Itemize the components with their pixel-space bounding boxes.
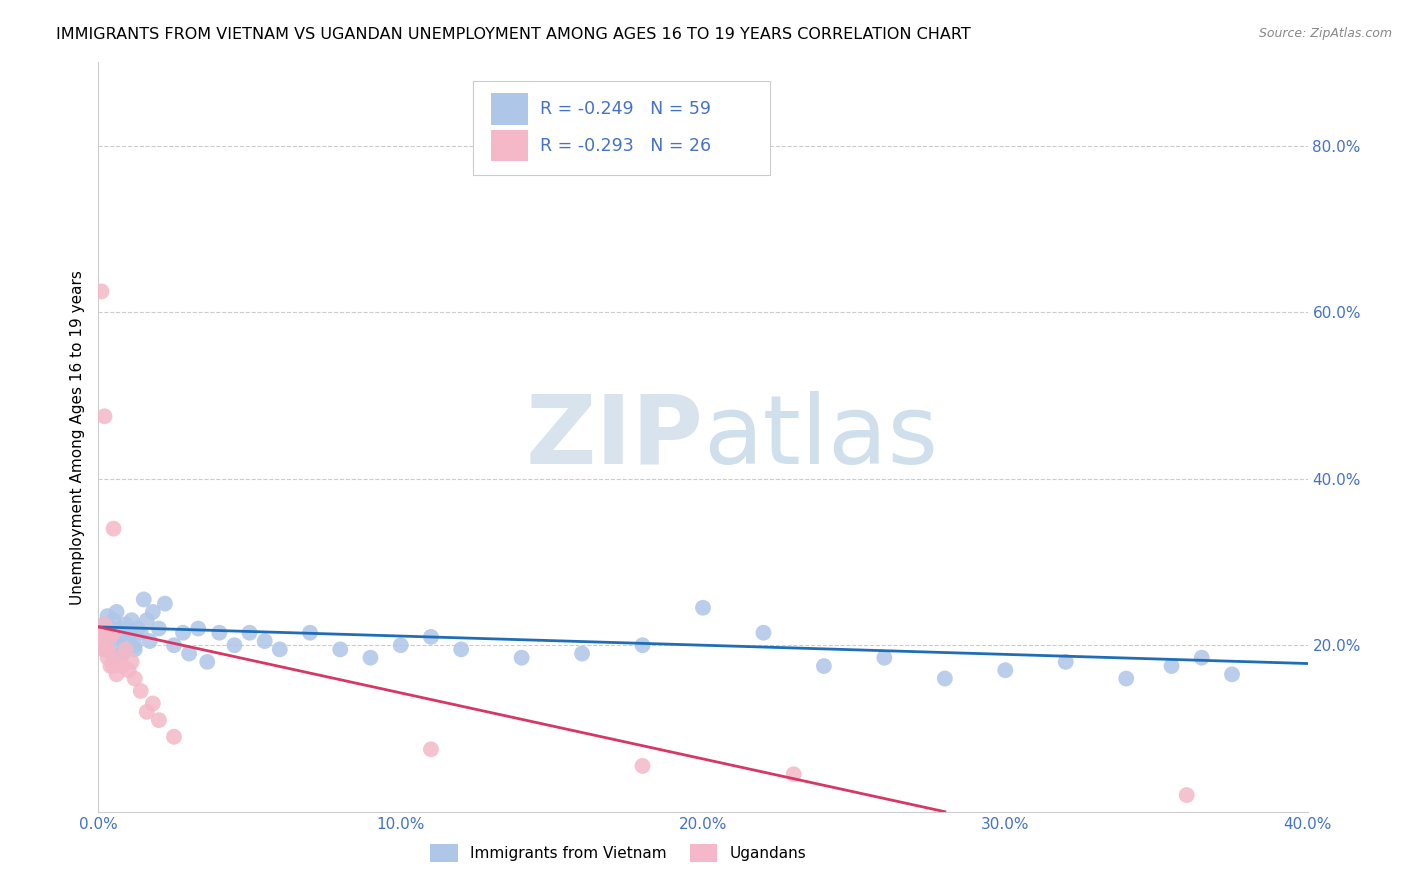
Point (111, 647, 134, 661)
Point (124, 642, 146, 657)
Point (450, 642, 472, 657)
Point (96, 642, 118, 657)
Point (103, 522, 125, 536)
Point (103, 650, 125, 665)
Point (172, 625, 194, 640)
Point (100, 630, 122, 644)
Text: IMMIGRANTS FROM VIETNAM VS UGANDAN UNEMPLOYMENT AMONG AGES 16 TO 19 YEARS CORREL: IMMIGRANTS FROM VIETNAM VS UGANDAN UNEMP… (56, 27, 972, 42)
Point (93, 617, 115, 632)
Point (96, 634, 118, 648)
Text: ZIP: ZIP (524, 391, 703, 483)
Point (631, 638, 654, 652)
Point (93, 409, 115, 424)
Text: R = -0.293   N = 26: R = -0.293 N = 26 (540, 136, 711, 154)
Point (224, 638, 246, 652)
Point (389, 638, 412, 652)
Point (114, 617, 136, 632)
Point (148, 713, 170, 727)
Point (96, 609, 118, 624)
Point (163, 638, 186, 652)
Point (571, 647, 593, 661)
Point (1220, 667, 1243, 681)
Text: Source: ZipAtlas.com: Source: ZipAtlas.com (1258, 27, 1392, 40)
Point (153, 597, 176, 611)
Point (124, 672, 146, 686)
Point (1115, 672, 1137, 686)
Point (132, 592, 155, 607)
Point (103, 659, 125, 673)
Point (96, 650, 118, 665)
Point (135, 705, 157, 719)
Point (124, 638, 146, 652)
Text: R = -0.249   N = 59: R = -0.249 N = 59 (540, 100, 711, 118)
Point (631, 759, 654, 773)
Point (813, 659, 835, 673)
FancyBboxPatch shape (474, 81, 769, 175)
Point (129, 684, 152, 698)
Point (121, 613, 143, 627)
Point (118, 625, 141, 640)
Point (934, 672, 956, 686)
Point (208, 625, 231, 640)
Point (103, 625, 125, 640)
Point (142, 605, 165, 619)
Point (1191, 650, 1213, 665)
Point (105, 638, 128, 652)
Point (239, 625, 262, 640)
Text: atlas: atlas (703, 391, 938, 483)
Point (118, 663, 141, 677)
Point (873, 650, 896, 665)
Point (783, 767, 806, 781)
Point (118, 634, 141, 648)
Point (253, 634, 276, 648)
Point (121, 655, 143, 669)
Point (142, 697, 165, 711)
Point (90, 285, 112, 299)
Point (111, 659, 134, 673)
Point (90, 634, 112, 648)
Point (139, 634, 162, 648)
Point (299, 625, 322, 640)
Point (360, 650, 382, 665)
Y-axis label: Unemployment Among Ages 16 to 19 years: Unemployment Among Ages 16 to 19 years (69, 269, 84, 605)
Point (108, 622, 131, 636)
Point (1054, 655, 1077, 669)
Point (129, 625, 152, 640)
Point (100, 630, 122, 644)
Point (93, 617, 115, 632)
Point (148, 622, 170, 636)
Point (100, 659, 122, 673)
Point (994, 663, 1017, 677)
Point (195, 655, 218, 669)
Point (329, 642, 352, 657)
Point (127, 622, 149, 636)
Point (93, 642, 115, 657)
Point (420, 742, 443, 756)
Point (187, 622, 209, 636)
Point (420, 630, 443, 644)
Point (90, 625, 112, 640)
Point (111, 625, 134, 640)
Point (100, 622, 122, 636)
Bar (492, 130, 527, 161)
Point (90, 625, 112, 640)
Point (105, 605, 128, 619)
Point (105, 667, 128, 681)
Point (692, 600, 714, 615)
Point (510, 650, 533, 665)
Point (103, 613, 125, 627)
Bar (492, 93, 527, 125)
Point (269, 642, 291, 657)
Point (1175, 788, 1198, 802)
Point (93, 642, 115, 657)
Point (114, 642, 136, 657)
Point (179, 647, 201, 661)
Point (108, 650, 131, 665)
Point (108, 630, 131, 644)
Point (1160, 659, 1182, 673)
Point (135, 613, 157, 627)
Point (163, 730, 186, 744)
Legend: Immigrants from Vietnam, Ugandans: Immigrants from Vietnam, Ugandans (425, 838, 813, 868)
Point (752, 625, 775, 640)
